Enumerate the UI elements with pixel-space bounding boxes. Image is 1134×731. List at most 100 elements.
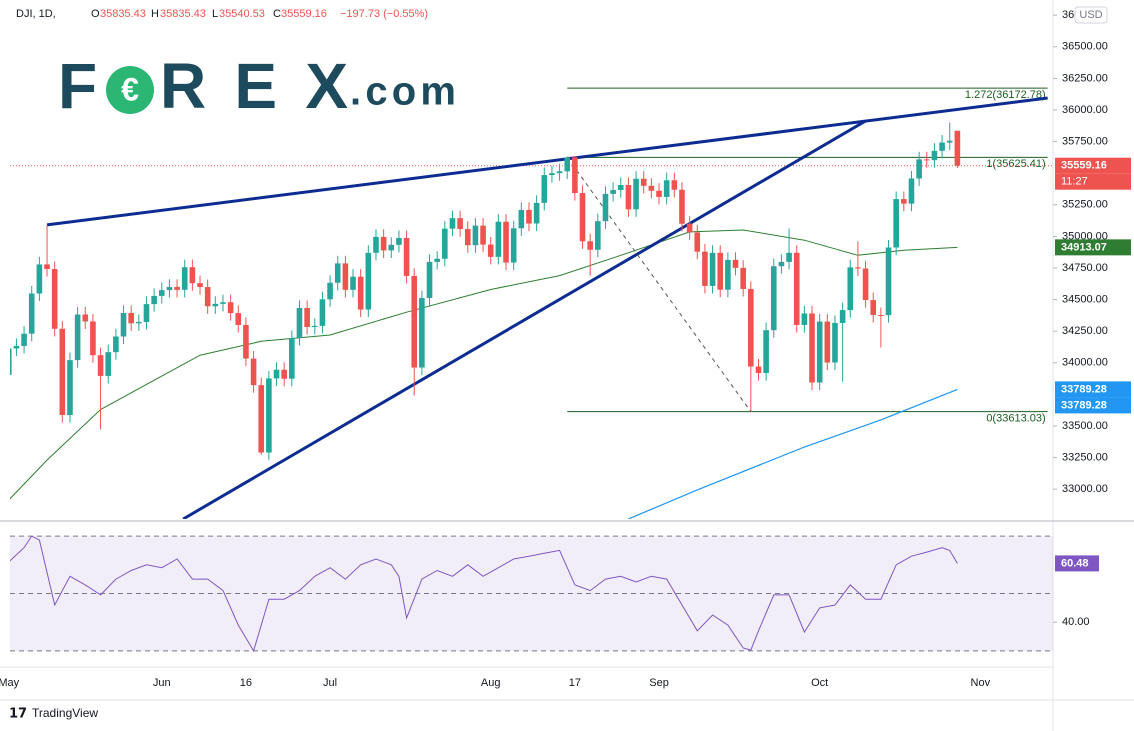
- candle-body: [281, 369, 287, 379]
- logo-text: REX: [160, 50, 348, 122]
- change: −197.73 (−0.55%): [340, 8, 428, 20]
- y-tick-label: 34750.00: [1062, 262, 1108, 274]
- candle-body: [403, 238, 410, 276]
- candle-body: [13, 345, 20, 349]
- candle-body: [572, 157, 578, 194]
- candle-body: [908, 178, 915, 204]
- footer-text: TradingView: [32, 706, 98, 720]
- candle-body: [311, 325, 318, 327]
- candle-body: [617, 185, 624, 190]
- candle-body: [839, 310, 846, 323]
- candle-body: [732, 259, 739, 268]
- candle-body: [434, 258, 440, 262]
- time-axis: May Jun 16 Jul Aug 17 Sep Oct Nov: [0, 677, 991, 689]
- candle-body: [893, 199, 899, 248]
- ma50-label-box: [1055, 239, 1131, 256]
- candle-body: [442, 228, 448, 259]
- candle-body: [717, 252, 724, 290]
- candle-body: [648, 185, 655, 191]
- axes: 36750.0036500.0036250.0036000.0035750.00…: [1053, 6, 1131, 628]
- ma50-label: 34913.07: [1061, 241, 1107, 253]
- candle-body: [357, 276, 364, 310]
- candle-body: [847, 267, 854, 311]
- candle-body: [334, 263, 341, 283]
- ohlc-key: C: [273, 8, 281, 20]
- x-tick-label: 17: [569, 677, 581, 689]
- footer: 𝟭𝟳 TradingView: [9, 705, 98, 720]
- y-tick-label: 34250.00: [1062, 325, 1108, 337]
- y-tick-label: 33500.00: [1062, 420, 1108, 432]
- fib-label: 1(35625.41): [986, 158, 1045, 170]
- candle-body: [457, 218, 463, 230]
- candle-body: [189, 267, 196, 284]
- candle-body: [778, 261, 785, 267]
- candle-body: [166, 286, 173, 291]
- candle-body: [396, 238, 402, 245]
- y-tick-label: 36000.00: [1062, 104, 1108, 116]
- candle-body: [686, 223, 693, 233]
- candle-body: [480, 225, 486, 245]
- x-tick-label: Nov: [971, 677, 991, 689]
- candle-body: [541, 175, 548, 203]
- ma50-line: [10, 229, 958, 500]
- candle-body: [824, 321, 831, 363]
- candle-body: [220, 302, 226, 304]
- candle-body: [679, 189, 685, 224]
- candle-body: [870, 300, 877, 315]
- candle-body: [625, 185, 632, 210]
- candle-body: [526, 209, 532, 224]
- candle-body: [495, 221, 502, 257]
- candle-body: [250, 358, 257, 386]
- candle-body: [105, 352, 112, 376]
- fib-label: 1.272(36172.78): [965, 89, 1046, 101]
- candle-body: [227, 302, 234, 314]
- candle-body: [120, 312, 127, 337]
- candle-body: [709, 252, 716, 286]
- candle-body: [59, 328, 66, 415]
- candle-body: [862, 268, 869, 301]
- header: DJI, 1D, O 35835.43 H 35835.43 L 35540.5…: [16, 8, 428, 20]
- y-tick-label: 36250.00: [1062, 72, 1108, 84]
- candle-body: [755, 366, 762, 374]
- candle-body: [816, 321, 823, 383]
- fib-label: 0(33613.03): [986, 413, 1045, 425]
- candle-body: [158, 290, 165, 296]
- candle-body: [786, 252, 792, 262]
- candle-body: [74, 314, 81, 361]
- candle-body: [136, 321, 142, 324]
- candle-body: [671, 180, 678, 190]
- ohlc-value: 35540.53: [219, 8, 265, 20]
- candle-body: [878, 314, 884, 316]
- candle-body: [885, 247, 892, 316]
- x-tick-label: Aug: [481, 677, 501, 689]
- candle-body: [174, 286, 180, 290]
- last-price-label: 35559.16: [1061, 160, 1107, 172]
- candle-body: [419, 298, 425, 368]
- candle-body: [946, 140, 953, 143]
- candle-body: [204, 287, 211, 307]
- candle-body: [472, 225, 479, 246]
- ma200-line: [628, 388, 958, 519]
- candle-body: [855, 267, 861, 269]
- logo-text: F: [58, 50, 97, 122]
- candle-body: [319, 299, 326, 326]
- candle-body: [51, 268, 58, 329]
- candle-body: [793, 252, 800, 325]
- candle-body: [258, 385, 265, 453]
- candle-body: [289, 337, 295, 379]
- ohlc-value: 35835.43: [160, 8, 206, 20]
- candle-body: [143, 304, 150, 322]
- candle-body: [954, 130, 961, 166]
- rsi-tick-label: 40.00: [1062, 616, 1090, 628]
- candle-body: [388, 244, 395, 251]
- x-tick-label: Sep: [649, 677, 669, 689]
- last-price-label-box: [1055, 157, 1131, 174]
- tradingview-icon: 𝟭𝟳: [9, 705, 27, 720]
- logo-coin-mark: €: [121, 71, 139, 107]
- candle-body: [533, 202, 540, 224]
- ma200-label: 33789.28: [1061, 383, 1107, 395]
- y-tick-label: 35250.00: [1062, 199, 1108, 211]
- candle-body: [740, 267, 746, 289]
- ohlc-value: 35835.43: [100, 8, 146, 20]
